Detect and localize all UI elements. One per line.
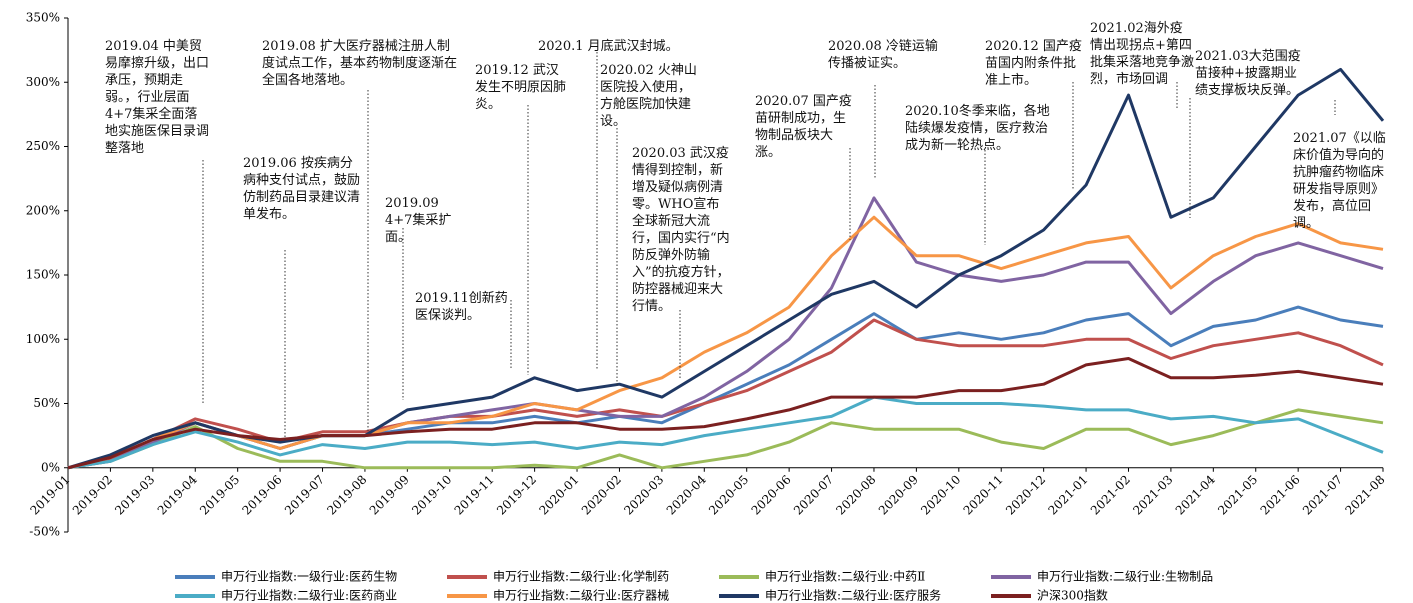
y-tick-label: 200%	[26, 203, 60, 217]
x-tick-label: 2019-10	[409, 472, 454, 517]
y-tick-label: -50%	[29, 525, 60, 539]
legend-label: 申万行业指数:二级行业:中药Ⅱ	[765, 569, 925, 584]
x-tick-label: 2020-10	[918, 472, 963, 517]
annotation: 2019.08 扩大医疗器械注册人制度试点工作，基本药物制度逐渐在全国各地落地。	[262, 39, 458, 88]
x-tick-label: 2019-04	[155, 472, 200, 517]
annotation: 2020.10冬季来临，各地陆续爆发疫情，医疗救治成为新一轮热点。	[905, 104, 1050, 153]
annotation: 2019.04 中美贸易摩擦升级，出口承压，预期走弱。，行业层面4+7集采全面落…	[105, 39, 210, 156]
x-tick-label: 2019-05	[197, 472, 242, 517]
x-tick-label: 2021-03	[1130, 472, 1175, 517]
x-tick-label: 2019-08	[324, 472, 369, 517]
y-tick-label: 250%	[26, 139, 60, 153]
x-tick-label: 2019-03	[112, 472, 157, 517]
x-tick-label: 2020-07	[791, 472, 836, 517]
annotation: 2021.02海外疫情出现拐点+第四批集采落地竞争激烈，市场回调	[1090, 21, 1195, 87]
legend-label: 沪深300指数	[1037, 588, 1108, 603]
series-line	[67, 67, 1385, 470]
x-tick-label: 2021-06	[1258, 472, 1303, 517]
legend-label: 申万行业指数:一级行业:医药生物	[221, 569, 397, 584]
x-tick-label: 2020-09	[876, 472, 921, 517]
x-tick-label: 2019-07	[282, 472, 327, 517]
annotation: 2020.07 国产疫苗研制成功，生物制品板块大涨。	[755, 94, 852, 160]
annotation: 2020.02 火神山医院投入使用，方舱医院加快建设。	[600, 63, 697, 129]
y-tick-label: 0%	[41, 460, 60, 474]
x-tick-label: 2019-06	[240, 472, 285, 517]
annotation: 2019.06 按疾病分病种支付试点，鼓励仿制药品目录建议清单发布。	[243, 156, 361, 222]
x-tick-label: 2019-11	[452, 472, 497, 517]
x-tick-label: 2021-02	[1088, 472, 1133, 517]
legend-label: 申万行业指数:二级行业:医药商业	[221, 588, 397, 603]
x-tick-label: 2019-12	[494, 472, 539, 517]
annotation: 2021.03大范围疫苗接种+披露期业绩支撑板块反弹。	[1195, 49, 1301, 98]
x-tick-label: 2020-03	[621, 472, 666, 517]
y-tick-label: 150%	[26, 268, 60, 282]
x-tick-label: 2019-02	[70, 472, 115, 517]
y-tick-label: 300%	[26, 75, 60, 89]
annotation: 2019.09 4+7集采扩面。	[385, 196, 452, 245]
series-line	[67, 357, 1384, 470]
series-line	[67, 408, 1384, 470]
annotation: 2021.07《以临床价值为导向的抗肿瘤药物临床研发指导原则》发布，高位回调。	[1293, 131, 1386, 231]
annotation: 2020.08 冷链运输传播被证实。	[828, 39, 938, 71]
x-tick-label: 2021-05	[1215, 472, 1260, 517]
x-tick-label: 2020-12	[1003, 472, 1048, 517]
x-tick-label: 2020-05	[706, 472, 751, 517]
x-tick-label: 2019-09	[367, 472, 412, 517]
series-line	[67, 215, 1384, 470]
x-tick-label: 2021-04	[1173, 472, 1218, 517]
x-tick-label: 2020-04	[664, 472, 709, 517]
annotation: 2019.12 武汉发生不明原因肺炎。	[475, 63, 567, 112]
x-tick-label: 2020-11	[961, 472, 1006, 517]
annotation: 2019.11创新药医保谈判。	[415, 291, 508, 323]
y-tick-label: 50%	[33, 396, 60, 410]
y-tick-label: 350%	[26, 11, 60, 25]
x-tick-label: 2020-08	[833, 472, 878, 517]
series-line	[67, 395, 1384, 470]
legend-label: 申万行业指数:二级行业:医疗器械	[493, 588, 669, 603]
annotation: 2020.03 武汉疫情得到控制，新增及疑似病例清零。WHO宣布全球新冠大流行，…	[632, 146, 730, 314]
x-tick-label: 2020-06	[749, 472, 794, 517]
x-tick-label: 2019-01	[27, 472, 72, 517]
x-tick-label: 2020-01	[536, 472, 581, 517]
annotation: 2020.12 国产疫苗国内附条件批准上市。	[985, 39, 1082, 88]
legend-label: 申万行业指数:二级行业:生物制品	[1037, 569, 1213, 584]
x-tick-label: 2021-07	[1300, 472, 1345, 517]
legend-label: 申万行业指数:二级行业:化学制药	[493, 569, 669, 584]
y-tick-label: 100%	[26, 332, 60, 346]
x-tick-label: 2020-02	[579, 472, 624, 517]
annotation: 2020.1 月底武汉封城。	[538, 39, 679, 54]
legend-label: 申万行业指数:二级行业:医疗服务	[765, 588, 941, 603]
x-tick-label: 2021-01	[1045, 472, 1090, 517]
x-tick-label: 2021-08	[1342, 472, 1387, 517]
